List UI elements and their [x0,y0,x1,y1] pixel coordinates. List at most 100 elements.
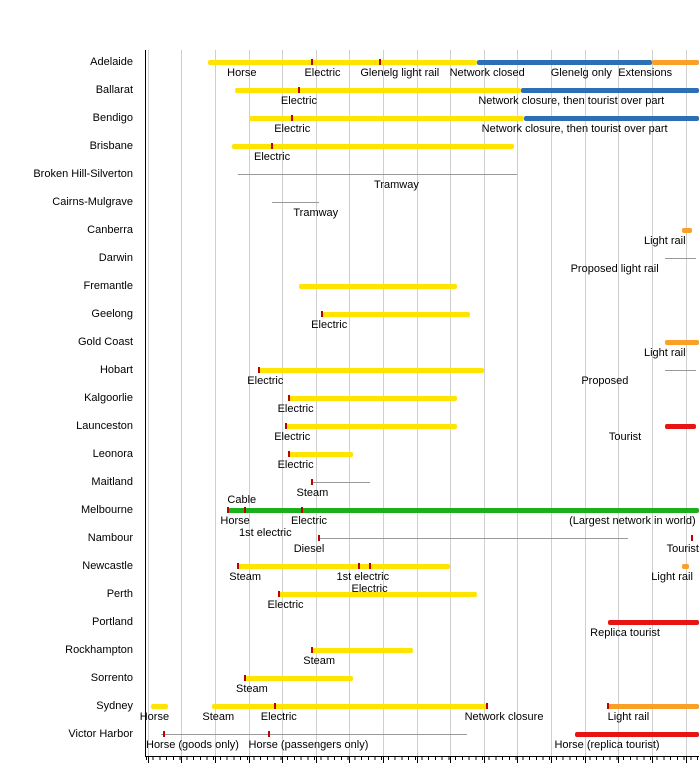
bar-label: Electric [260,711,297,723]
tram-period-line [665,258,696,259]
tram-period-bar [477,60,652,65]
row-label: Leonora [92,448,133,460]
tram-period-bar [248,116,525,121]
tram-period-line [312,482,370,483]
event-tick [287,451,290,457]
bar-label: Glenelg light rail [360,67,440,79]
row-label: Rockhampton [65,644,133,656]
bar-label: Replica tourist [590,627,660,639]
tram-period-bar [258,368,484,373]
x-axis-minor-ticks [146,756,699,760]
bar-label: (Largest network in world) [569,515,696,527]
row-label: Sorrento [90,672,133,684]
bar-label: Horse (goods only) [146,739,239,751]
event-tick [267,731,270,737]
event-tick [237,563,240,569]
row-label: Brisbane [89,140,133,152]
event-tick [486,703,489,709]
tram-period-line [665,370,696,371]
event-tick [311,647,314,653]
bar-label: Electric [291,515,328,527]
bar-label: Horse [139,711,170,723]
bar-label: Light rail [643,235,686,247]
decade-gridline [450,50,452,756]
row-label: Launceston [76,420,133,432]
event-tick [368,563,371,569]
row-label: Gold Coast [77,336,133,348]
tram-period-line [161,734,468,735]
event-tick [257,367,260,373]
row-label: Hobart [99,364,133,376]
event-tick [291,115,294,121]
tram-period-bar [608,620,699,625]
bar-label: Electric [274,431,311,443]
bar-label: Tramway [293,207,339,219]
bar-label: Electric [311,319,348,331]
event-tick [244,507,247,513]
tram-period-bar [228,508,699,513]
tram-period-bar [235,88,521,93]
bar-label: Network closure, then tourist over part [478,95,665,107]
bar-label: Steam [296,487,329,499]
tram-period-bar [312,648,414,653]
decade-gridline [147,50,149,756]
event-tick [297,87,300,93]
row-label: Maitland [91,476,133,488]
tram-period-bar [211,704,488,709]
tram-period-line [238,174,518,175]
bar-label: Tourist [666,543,699,555]
tram-period-bar [288,396,457,401]
decade-gridline [349,50,351,756]
bar-label: Tramway [374,179,419,191]
bar-label: Proposed [581,375,629,387]
bar-label: Electric [304,67,341,79]
tram-period-bar [665,424,696,429]
event-tick [318,535,321,541]
bar-label: Network closure, then tourist over part [481,123,668,135]
event-tick [277,591,280,597]
bar-label: Glenelg only [550,67,612,79]
bar-label: Steam [303,655,336,667]
bar-label: Steam [229,571,262,583]
tram-period-bar [524,116,699,121]
decade-gridline [618,50,620,756]
tram-period-line [319,538,629,539]
bar-label: Proposed light rail [570,263,659,275]
row-label: Fremantle [83,280,133,292]
tram-period-bar [520,88,699,93]
event-tick [271,143,274,149]
tram-period-line [272,202,320,203]
event-tick [311,479,314,485]
decade-gridline [551,50,553,756]
bar-label: Network closure [464,711,544,723]
bar-label: Horse [220,515,250,527]
decade-gridline [181,50,183,756]
tram-period-bar [665,340,699,345]
bar-label: Electric [274,123,311,135]
row-label: Broken Hill-Silverton [33,168,133,180]
row-label: Adelaide [90,56,133,68]
tram-period-bar [608,704,699,709]
decade-gridline [214,50,216,756]
row-label: Cairns-Mulgrave [52,196,133,208]
tram-period-bar [231,144,515,149]
bar-label: Electric [277,459,314,471]
tram-period-bar [574,732,699,737]
bar-label: Electric [277,403,314,415]
tram-period-bar [651,60,699,65]
event-tick [163,731,166,737]
tram-period-bar [285,424,457,429]
event-tick [301,507,304,513]
bar-label: Electric [267,599,304,611]
decade-gridline [584,50,586,756]
decade-gridline [282,50,284,756]
decade-gridline [383,50,384,756]
row-label: Sydney [96,700,133,712]
row-label: Nambour [87,532,133,544]
decade-gridline [483,50,485,756]
decade-gridline [651,50,653,756]
row-label: Victor Harbor [68,728,133,740]
bar-label: Light rail [607,711,650,723]
row-label: Bendigo [92,112,133,124]
tram-period-bar [288,452,353,457]
